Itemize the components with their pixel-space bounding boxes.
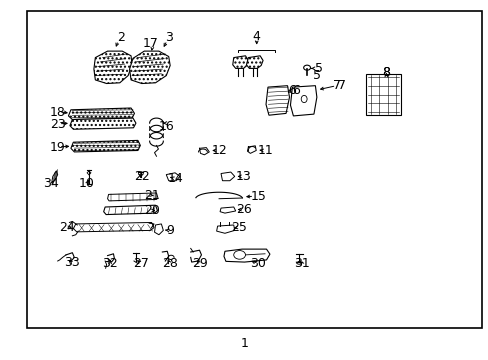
Text: 28: 28 bbox=[162, 257, 178, 270]
Polygon shape bbox=[73, 222, 154, 232]
Text: 5: 5 bbox=[315, 62, 323, 75]
Text: 2: 2 bbox=[117, 31, 125, 44]
Polygon shape bbox=[166, 173, 180, 181]
Text: 34: 34 bbox=[43, 177, 59, 190]
Polygon shape bbox=[224, 249, 269, 262]
Polygon shape bbox=[94, 51, 132, 84]
Polygon shape bbox=[232, 56, 248, 68]
Text: 24: 24 bbox=[60, 221, 75, 234]
Text: 26: 26 bbox=[235, 203, 251, 216]
Polygon shape bbox=[221, 172, 234, 181]
Polygon shape bbox=[216, 225, 234, 233]
Text: 4: 4 bbox=[252, 30, 260, 42]
Text: 13: 13 bbox=[235, 170, 251, 183]
Text: 5: 5 bbox=[312, 69, 320, 82]
Text: 10: 10 bbox=[79, 177, 95, 190]
Text: 23: 23 bbox=[50, 118, 65, 131]
Polygon shape bbox=[246, 56, 263, 68]
Text: 20: 20 bbox=[143, 204, 159, 217]
Polygon shape bbox=[154, 224, 163, 235]
Text: 6: 6 bbox=[288, 84, 296, 97]
Text: 7: 7 bbox=[333, 79, 341, 92]
Text: 27: 27 bbox=[133, 257, 148, 270]
Bar bbox=[365, 74, 400, 115]
Text: 11: 11 bbox=[257, 144, 273, 157]
Text: 8: 8 bbox=[382, 66, 389, 78]
Polygon shape bbox=[71, 140, 140, 152]
Polygon shape bbox=[68, 108, 134, 120]
Polygon shape bbox=[265, 86, 289, 115]
Text: 19: 19 bbox=[50, 141, 65, 154]
Text: 31: 31 bbox=[294, 257, 309, 270]
Text: 1: 1 bbox=[240, 337, 248, 350]
Polygon shape bbox=[70, 118, 136, 129]
Polygon shape bbox=[129, 51, 170, 84]
Polygon shape bbox=[220, 207, 235, 213]
Text: 25: 25 bbox=[230, 221, 246, 234]
Text: 12: 12 bbox=[211, 144, 226, 157]
Text: 29: 29 bbox=[191, 257, 207, 270]
Bar bbox=[27, 11, 481, 328]
Polygon shape bbox=[290, 86, 316, 116]
Text: 18: 18 bbox=[50, 106, 65, 119]
Text: 30: 30 bbox=[250, 257, 265, 270]
Text: 3: 3 bbox=[164, 31, 172, 44]
Text: 15: 15 bbox=[250, 190, 265, 203]
Polygon shape bbox=[52, 171, 58, 182]
Polygon shape bbox=[107, 193, 158, 201]
Text: 7: 7 bbox=[338, 79, 346, 92]
Text: 32: 32 bbox=[102, 257, 118, 270]
Text: 21: 21 bbox=[143, 189, 159, 202]
Text: 16: 16 bbox=[158, 120, 174, 133]
Text: 22: 22 bbox=[134, 170, 149, 183]
Polygon shape bbox=[103, 205, 157, 215]
Text: 33: 33 bbox=[64, 256, 80, 269]
Text: 9: 9 bbox=[166, 224, 174, 237]
Text: 8: 8 bbox=[382, 66, 389, 78]
Ellipse shape bbox=[301, 95, 306, 103]
Text: 6: 6 bbox=[292, 84, 300, 97]
Text: 17: 17 bbox=[142, 37, 158, 50]
Text: 14: 14 bbox=[167, 172, 183, 185]
